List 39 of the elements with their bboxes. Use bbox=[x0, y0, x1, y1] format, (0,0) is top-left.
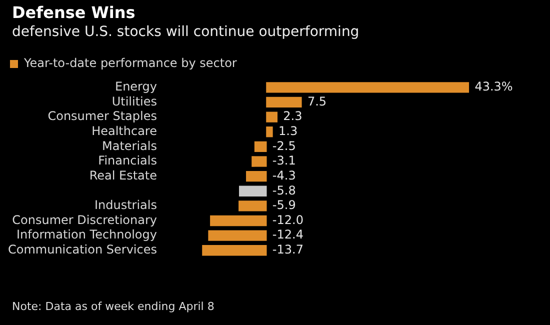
data-label: -12.0 bbox=[272, 212, 304, 227]
data-label: -3.1 bbox=[272, 154, 296, 168]
y-tick-label: Consumer Discretionary bbox=[12, 212, 157, 227]
bar bbox=[266, 82, 470, 93]
bar bbox=[210, 215, 267, 226]
data-label: 43.3% bbox=[474, 80, 513, 94]
legend-label: Year-to-date performance by sector bbox=[23, 56, 237, 70]
bar bbox=[252, 156, 267, 167]
y-tick-label: Real Estate bbox=[89, 168, 157, 182]
y-tick-label: Industrials bbox=[94, 198, 157, 212]
y-tick-label: Information Technology bbox=[16, 228, 157, 242]
bar bbox=[266, 126, 273, 138]
bar bbox=[239, 186, 267, 196]
bar bbox=[246, 170, 267, 182]
chart-subtitle: defensive U.S. stocks will continue outperforming bbox=[12, 24, 360, 40]
data-label: 7.5 bbox=[307, 94, 327, 108]
y-tick-label: Communication Services bbox=[8, 242, 157, 257]
bar bbox=[202, 245, 267, 256]
y-tick-label: Utilities bbox=[112, 94, 157, 108]
y-tick-label: Financials bbox=[98, 154, 157, 168]
bar bbox=[266, 96, 302, 108]
data-label: -5.8 bbox=[272, 183, 296, 198]
data-label: -4.3 bbox=[272, 168, 296, 182]
data-label: -13.7 bbox=[272, 242, 304, 257]
data-label: 2.3 bbox=[283, 109, 302, 124]
data-label: -12.4 bbox=[272, 228, 304, 242]
bar bbox=[254, 141, 267, 152]
bar bbox=[266, 112, 278, 122]
text: Note: Data as of week ending April 8 bbox=[12, 300, 214, 313]
y-tick-label: Healthcare bbox=[92, 124, 157, 138]
data-label: -5.9 bbox=[272, 198, 296, 212]
y-tick-label: Materials bbox=[102, 138, 157, 153]
data-label: 1.3 bbox=[278, 124, 298, 138]
bar bbox=[238, 200, 267, 212]
y-tick-label: Consumer Staples bbox=[48, 109, 157, 124]
y-tick-label: Energy bbox=[114, 80, 157, 94]
text: Defense Wins bbox=[12, 3, 136, 22]
bar bbox=[208, 230, 267, 241]
data-label: -2.5 bbox=[272, 138, 296, 153]
